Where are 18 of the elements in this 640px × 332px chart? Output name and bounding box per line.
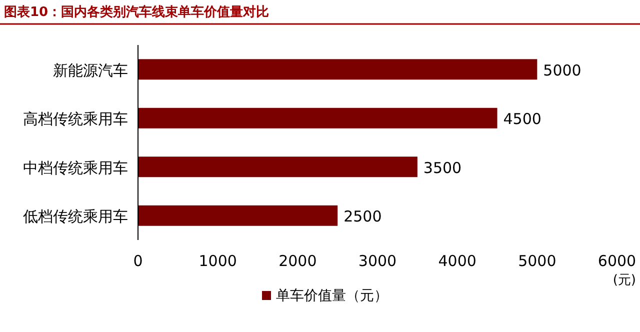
tick: 6000 [598, 252, 636, 270]
tick: 0 [133, 252, 143, 270]
tick: 5000 [518, 252, 556, 270]
tick: 1000 [198, 252, 237, 270]
category: 新能源汽车 [53, 61, 128, 80]
category: 低档传统乘用车 [23, 208, 128, 226]
tick: 3000 [358, 252, 397, 270]
tick: 4000 [438, 252, 476, 270]
category: 中档传统乘用车 [23, 158, 128, 177]
tick: 2000 [278, 252, 317, 270]
data-label: 4500 [503, 110, 542, 128]
xlabel: (元) [612, 273, 636, 288]
title: 图表10：国内各类别汽车线束单车价值量对比 [4, 5, 270, 20]
data-label: 5000 [543, 61, 582, 80]
category: 高档传统乘用车 [23, 110, 128, 128]
data-label: 2500 [344, 208, 382, 226]
data-label: 3500 [423, 158, 462, 177]
legend: 单车价值量（元） [276, 288, 388, 304]
